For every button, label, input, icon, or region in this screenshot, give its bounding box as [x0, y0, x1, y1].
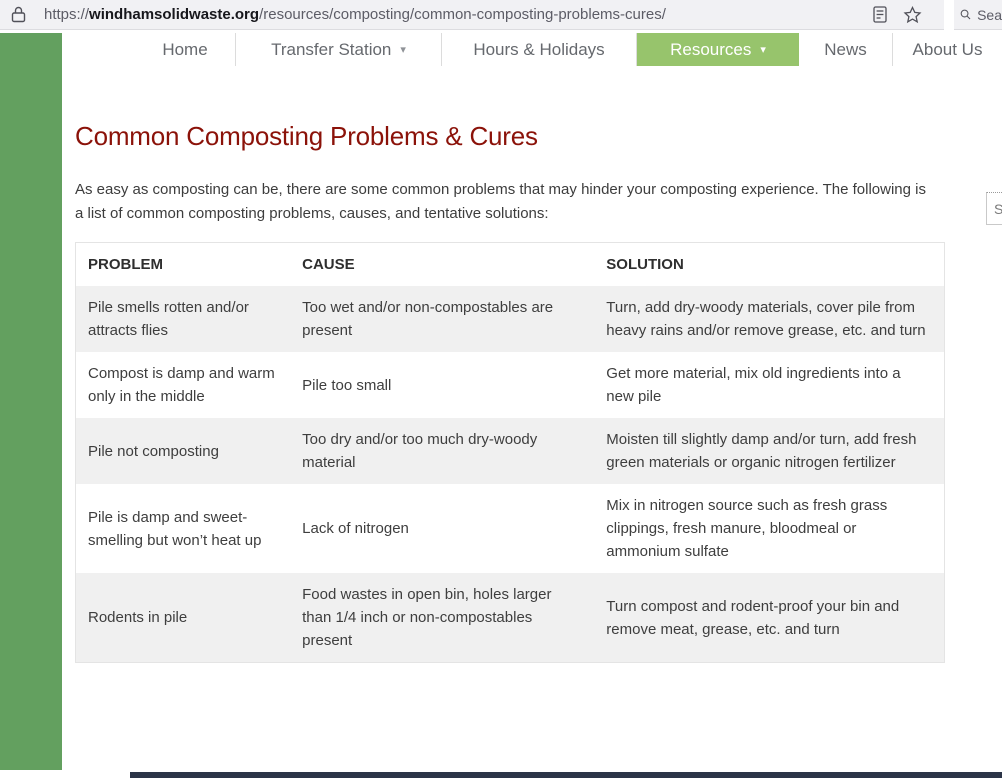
- reader-mode-icon[interactable]: [873, 6, 887, 23]
- table-row: Pile is damp and sweet-smelling but won’…: [76, 484, 945, 573]
- cell-solution: Turn, add dry-woody materials, cover pil…: [594, 286, 945, 352]
- cell-problem: Pile smells rotten and/or attracts flies: [75, 286, 291, 352]
- main-content: Common Composting Problems & Cures As ea…: [75, 118, 945, 663]
- header-cause: CAUSE: [290, 242, 595, 286]
- header-solution: SOLUTION: [594, 242, 945, 286]
- table-row: Compost is damp and warm only in the mid…: [76, 352, 945, 418]
- cell-solution: Moisten till slightly damp and/or turn, …: [594, 418, 945, 484]
- cell-problem: Pile not composting: [75, 418, 291, 484]
- cell-cause: Too wet and/or non-compostables are pres…: [290, 286, 595, 352]
- footer-top-edge: [130, 772, 1002, 778]
- nav-label: About Us: [912, 39, 983, 59]
- cell-solution: Get more material, mix old ingredients i…: [606, 365, 901, 405]
- intro-paragraph: As easy as composting can be, there are …: [75, 181, 926, 222]
- url-field[interactable]: https://windhamsolidwaste.org/resources/…: [0, 0, 944, 29]
- cell-cause: Lack of nitrogen: [302, 520, 409, 537]
- table-header-row: PROBLEM CAUSE SOLUTION: [75, 242, 945, 286]
- site-search-visible-text: S: [994, 200, 1002, 217]
- url-path: /resources/composting/common-composting-…: [259, 6, 666, 23]
- sidebar-green-strip: [0, 33, 62, 770]
- cell-solution: Turn compost and rodent-proof your bin a…: [594, 573, 945, 663]
- lock-icon[interactable]: [11, 6, 26, 23]
- browser-search-box[interactable]: Sea: [954, 0, 1002, 29]
- composting-problems-table: PROBLEM CAUSE SOLUTION Pile smells rotte…: [75, 242, 945, 663]
- cell-cause: Food wastes in open bin, holes larger th…: [290, 573, 595, 663]
- table-row: Pile not composting Too dry and/or too m…: [75, 418, 945, 484]
- url-scheme: https://: [44, 6, 90, 23]
- nav-label: News: [824, 39, 867, 59]
- site-search-input[interactable]: S: [986, 192, 1002, 225]
- bookmark-star-icon[interactable]: [903, 5, 922, 24]
- chrome-divider: [944, 0, 954, 30]
- chevron-down-icon: [760, 43, 766, 56]
- nav-item-home[interactable]: Home: [135, 33, 235, 66]
- cell-cause: Too dry and/or too much dry-woody materi…: [290, 418, 595, 484]
- url-domain: windhamsolidwaste.org: [89, 6, 260, 23]
- nav-label: Resources: [670, 39, 752, 59]
- address-bar[interactable]: https://windhamsolidwaste.org/resources/…: [0, 0, 1002, 30]
- search-icon: [960, 9, 969, 18]
- nav-label: Transfer Station: [271, 39, 392, 59]
- cell-problem: Pile is damp and sweet-smelling but won’…: [88, 508, 262, 549]
- page-title: Common Composting Problems & Cures: [75, 121, 538, 151]
- nav-item-resources-active[interactable]: Resources: [637, 33, 799, 66]
- nav-item-news[interactable]: News: [799, 33, 892, 66]
- nav-label: Home: [162, 39, 208, 59]
- table-row: Pile smells rotten and/or attracts flies…: [75, 286, 945, 352]
- cell-problem: Compost is damp and warm only in the mid…: [88, 365, 275, 405]
- header-problem: PROBLEM: [75, 242, 291, 286]
- cell-cause: Pile too small: [302, 376, 392, 394]
- nav-item-hours-holidays[interactable]: Hours & Holidays: [441, 33, 637, 66]
- search-hint-text: Sea: [977, 6, 1002, 23]
- nav-label: Hours & Holidays: [473, 39, 605, 59]
- chevron-down-icon: [400, 43, 406, 56]
- main-nav: Home Transfer Station Hours & Holidays R…: [135, 33, 1002, 66]
- cell-problem: Rodents in pile: [75, 573, 291, 663]
- nav-item-about-us[interactable]: About Us: [892, 33, 1002, 66]
- cell-solution: Mix in nitrogen source such as fresh gra…: [606, 497, 888, 560]
- table-row: Rodents in pile Food wastes in open bin,…: [75, 573, 945, 663]
- url-text: https://windhamsolidwaste.org/resources/…: [44, 6, 873, 23]
- nav-item-transfer-station[interactable]: Transfer Station: [235, 33, 441, 66]
